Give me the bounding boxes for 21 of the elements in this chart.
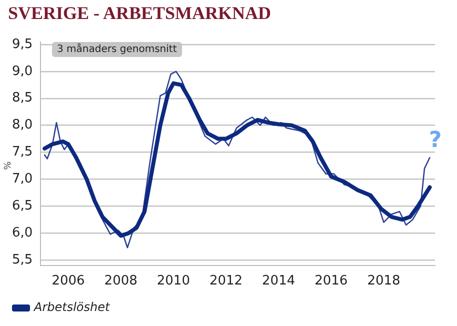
y-axis-title: % bbox=[3, 160, 14, 170]
x-tick-label: 2014 bbox=[262, 274, 296, 289]
legend-label: Arbetslöshet bbox=[33, 300, 112, 314]
y-tick-label: 7,5 bbox=[12, 144, 33, 160]
x-tick-label: 2016 bbox=[314, 274, 348, 289]
y-tick-label: 6,5 bbox=[12, 198, 33, 214]
y-tick-label: 8,0 bbox=[12, 118, 33, 133]
annotation: ? bbox=[429, 128, 442, 153]
annotation: 3 månaders genomsnitt bbox=[52, 42, 182, 57]
y-tick-label: 8,5 bbox=[12, 90, 33, 106]
y-tick-label: 9,5 bbox=[12, 36, 33, 52]
y-tick-label: 6,0 bbox=[12, 225, 33, 240]
y-tick-label: 7,0 bbox=[12, 172, 33, 187]
x-tick-label: 2018 bbox=[367, 274, 400, 289]
x-tick-label: 2012 bbox=[209, 274, 243, 289]
chart-title: SVERIGE - ARBETSMARKNAD bbox=[8, 3, 272, 24]
x-tick-label: 2010 bbox=[156, 274, 190, 289]
y-tick-label: 5,5 bbox=[12, 252, 33, 268]
y-tick-label: 9,0 bbox=[12, 64, 33, 79]
x-tick-label: 2008 bbox=[104, 274, 138, 289]
x-tick-label: 2006 bbox=[52, 274, 85, 289]
